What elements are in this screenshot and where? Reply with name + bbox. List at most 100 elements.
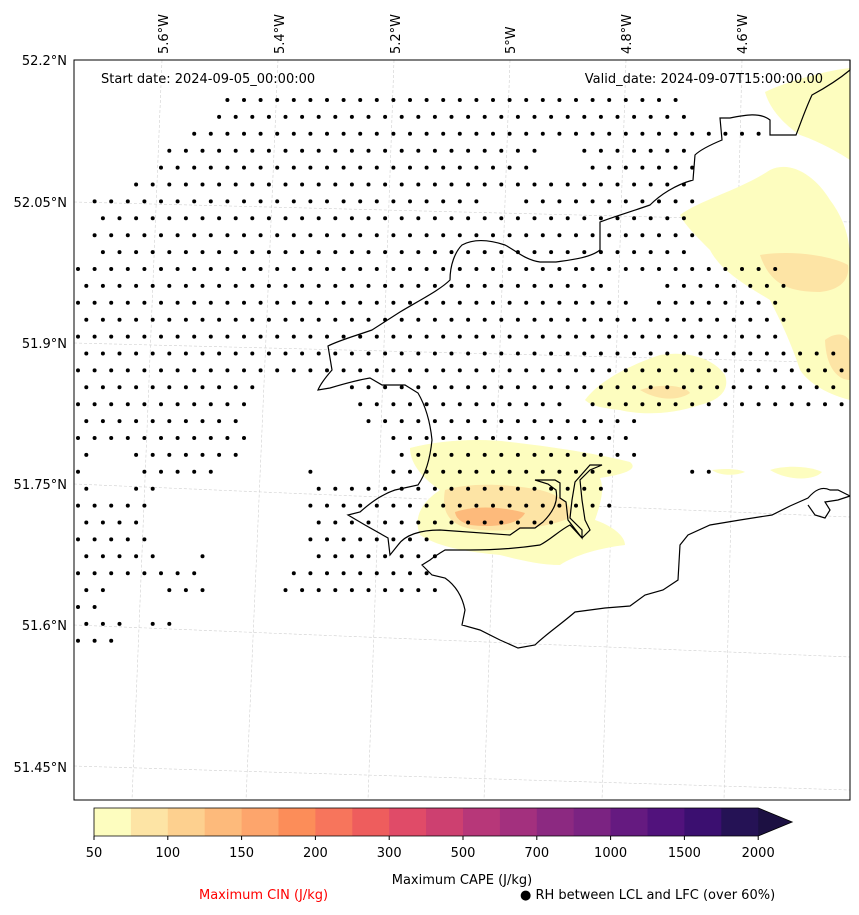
rh-dot: [499, 385, 504, 390]
rh-dot: [183, 385, 188, 390]
rh-dot: [623, 368, 628, 373]
rh-dot: [391, 300, 396, 305]
rh-dot: [632, 250, 637, 255]
rh-dot: [242, 402, 246, 407]
colorbar-tick-label: 100: [155, 846, 180, 861]
rh-dot: [283, 148, 288, 153]
rh-dot: [789, 368, 794, 373]
rh-dot: [474, 469, 479, 474]
rh-dot: [466, 419, 471, 424]
rh-dot: [607, 165, 612, 170]
rh-dot: [598, 452, 603, 457]
rh-dot: [366, 486, 371, 491]
lat-label-51-45n: 51.45°N: [14, 761, 67, 776]
rh-dot: [690, 199, 695, 204]
rh-dot: [408, 368, 412, 373]
rh-dot: [208, 436, 213, 440]
rh-dot: [432, 283, 437, 288]
rh-dot: [358, 165, 363, 170]
rh-dot: [432, 114, 437, 119]
rh-dot: [391, 334, 396, 339]
rh-dot: [574, 300, 578, 305]
rh-dot: [76, 334, 80, 339]
rh-dot: [183, 216, 188, 221]
rh-dot: [300, 216, 305, 221]
rh-dot: [341, 537, 346, 542]
rh-dot: [275, 267, 280, 271]
rh-dot: [192, 469, 197, 474]
rh-dot: [607, 436, 612, 440]
rh-dot: [449, 182, 454, 187]
rh-dot: [515, 385, 520, 390]
rh-dot: [681, 317, 686, 322]
rh-dot: [341, 571, 346, 576]
rh-dot: [764, 283, 769, 288]
rh-dot: [781, 283, 786, 288]
rh-dot: [383, 148, 388, 153]
rh-dot: [242, 334, 246, 339]
rh-dot: [258, 334, 263, 339]
rh-dot: [399, 520, 404, 525]
rh-dot: [192, 199, 197, 204]
rh-dot: [690, 469, 695, 474]
rh-dot: [507, 165, 512, 170]
rh-dot: [540, 334, 545, 339]
rh-dot: [250, 114, 255, 119]
rh-dot: [590, 199, 595, 204]
rh-dot: [250, 283, 255, 288]
rh-dot: [200, 554, 205, 559]
rh-dot: [341, 334, 346, 339]
rh-dot: [474, 131, 479, 136]
rh-dot: [349, 250, 354, 255]
rh-dot: [524, 334, 529, 339]
rh-dot: [781, 351, 786, 356]
rh-dot: [408, 402, 412, 407]
rh-dot: [391, 233, 396, 238]
rh-dot: [308, 267, 313, 271]
rh-dot: [333, 283, 338, 288]
rh-dot: [665, 250, 670, 255]
rh-dot: [300, 317, 305, 322]
rh-dot: [690, 267, 695, 271]
colorbar-outline: [93, 807, 794, 837]
rh-dot: [598, 351, 603, 356]
rh-dot: [499, 148, 504, 153]
rh-dot: [615, 419, 620, 424]
rh-dot: [399, 419, 404, 424]
rh-dot: [242, 199, 246, 204]
rh-dot: [532, 250, 537, 255]
rh-dot: [333, 250, 338, 255]
rh-dot: [117, 419, 122, 424]
rh-dot: [399, 114, 404, 119]
rh-dot: [565, 283, 570, 288]
rh-dot: [109, 267, 114, 271]
rh-dot: [159, 199, 163, 204]
rh-dot: [308, 233, 313, 238]
rh-dot: [432, 148, 437, 153]
rh-dot: [150, 419, 155, 424]
rh-dot: [773, 267, 778, 271]
colorbar-tick-label: 500: [451, 846, 476, 861]
rh-dot: [457, 199, 462, 204]
rh-dot: [690, 300, 695, 305]
rh-dot: [557, 368, 562, 373]
rh-dot: [125, 300, 130, 305]
rh-dot: [92, 571, 97, 576]
rh-dot: [391, 402, 396, 407]
rh-dot: [109, 503, 114, 508]
colorbar-segment: [389, 808, 427, 836]
rh-dot: [283, 182, 288, 187]
rh-dot: [100, 317, 105, 322]
rh-dot: [549, 520, 554, 525]
rh-dot: [457, 436, 462, 440]
rh-dot: [391, 131, 396, 136]
rh-dot: [507, 131, 512, 136]
rh-dot: [416, 317, 421, 322]
rh-dot: [474, 165, 479, 170]
rh-dot: [482, 216, 487, 221]
rh-dot: [408, 98, 412, 102]
rh-dot: [673, 131, 678, 136]
rh-dot: [449, 419, 454, 424]
rh-dot: [673, 165, 678, 170]
rh-dot: [549, 351, 554, 356]
